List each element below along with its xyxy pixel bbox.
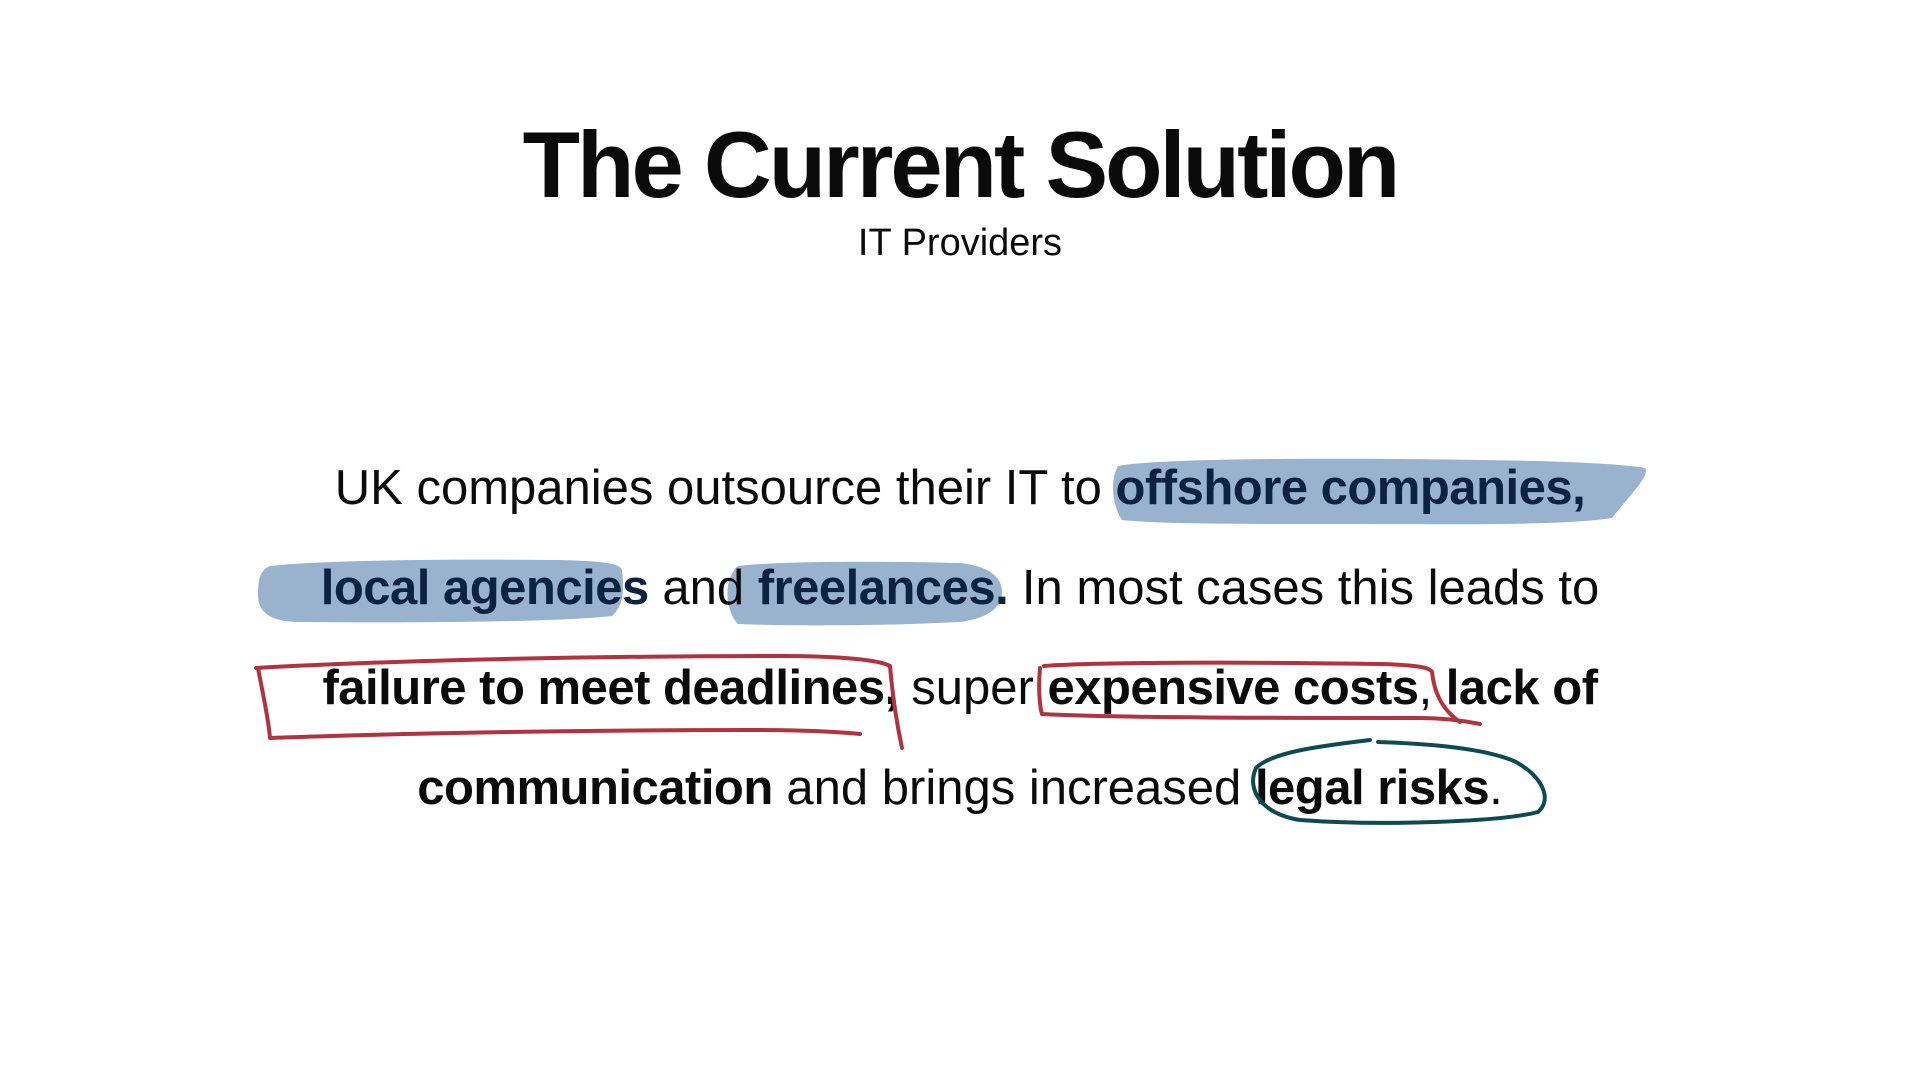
highlighted-phrase: freelances.: [757, 561, 1009, 615]
highlighted-phrase: local agencies: [320, 561, 650, 615]
body-text: and: [648, 561, 758, 615]
bold-phrase: lack of: [1445, 661, 1598, 715]
page-subtitle: IT Providers: [857, 222, 1063, 264]
page-title: The Current Solution: [522, 112, 1401, 217]
boxed-phrase: failure to meet deadlines,: [322, 661, 898, 715]
body-text: UK companies outsource their IT to: [334, 461, 1116, 515]
body-line-1: UK companies outsource their IT to offsh…: [0, 464, 1920, 513]
body-line-4: communication and brings increased legal…: [0, 764, 1920, 813]
body-text: .: [1489, 761, 1503, 815]
bold-phrase: communication: [417, 761, 773, 815]
body-text: ,: [1418, 661, 1446, 715]
body-text: In most cases this leads to: [1008, 561, 1600, 615]
highlighted-phrase: offshore companies,: [1115, 461, 1586, 515]
body-text: and brings increased: [772, 761, 1255, 815]
boxed-phrase: expensive costs: [1047, 661, 1419, 715]
body-line-2: local agencies and freelances. In most c…: [0, 564, 1920, 613]
circled-phrase: legal risks: [1254, 761, 1490, 815]
body-text: super: [897, 661, 1048, 715]
body-line-3: failure to meet deadlines, super expensi…: [0, 664, 1920, 713]
